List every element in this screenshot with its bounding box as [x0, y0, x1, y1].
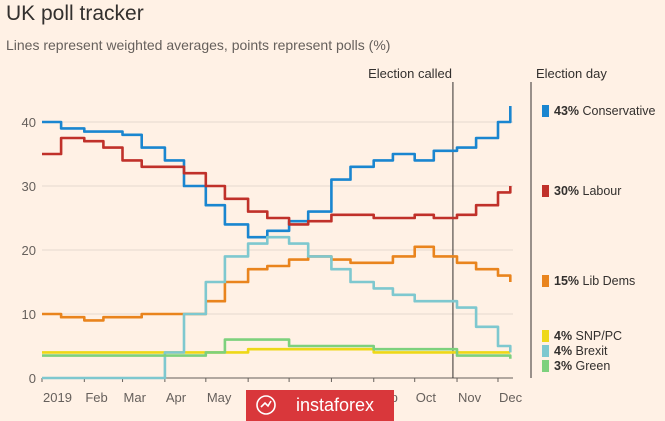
chart-title: UK poll tracker [6, 2, 144, 25]
watermark-text: instaforex [295, 395, 374, 415]
legend-swatch-labour [542, 185, 549, 197]
y-tick-label: 20 [22, 243, 36, 258]
y-tick-label: 0 [29, 371, 36, 386]
legend-label-conservative: 43% Conservative [554, 104, 655, 118]
series-line-snp-pc [42, 347, 511, 354]
chart-subtitle: Lines represent weighted averages, point… [6, 37, 391, 53]
legend-label-brexit: 4% Brexit [554, 344, 608, 358]
series-line-brexit [42, 235, 512, 380]
legend-swatch-snp-pc [542, 330, 549, 342]
legend-swatch-green [542, 360, 549, 372]
election-day-label: Election day [536, 66, 607, 81]
series-line-green [42, 338, 512, 359]
legend-label-labour: 30% Labour [554, 184, 621, 198]
series-line-labour [42, 136, 512, 226]
x-tick-label: Oct [416, 390, 437, 405]
legend-swatch-lib-dems [542, 275, 549, 287]
x-tick-label: May [207, 390, 232, 405]
y-tick-label: 40 [22, 115, 36, 130]
y-tick-label: 10 [22, 307, 36, 322]
y-tick-label: 30 [22, 179, 36, 194]
x-tick-label: Mar [124, 390, 147, 405]
election-called-label: Election called [368, 66, 452, 81]
legend-swatch-brexit [542, 345, 549, 357]
legend-label-snp-pc: 4% SNP/PC [554, 329, 622, 343]
legend-label-lib-dems: 15% Lib Dems [554, 274, 635, 288]
x-tick-label: 2019 [43, 390, 72, 405]
instaforex-watermark: instaforex [246, 390, 394, 421]
series-line-lib-dems [42, 245, 512, 322]
legend-swatch-conservative [542, 105, 549, 117]
x-tick-label: Apr [166, 390, 187, 405]
series-line-conservative [42, 106, 512, 239]
legend-label-green: 3% Green [554, 359, 610, 373]
x-tick-label: Nov [458, 390, 482, 405]
instaforex-logo-icon [256, 395, 276, 415]
x-tick-label: Feb [85, 390, 107, 405]
x-tick-label: Dec [499, 390, 523, 405]
